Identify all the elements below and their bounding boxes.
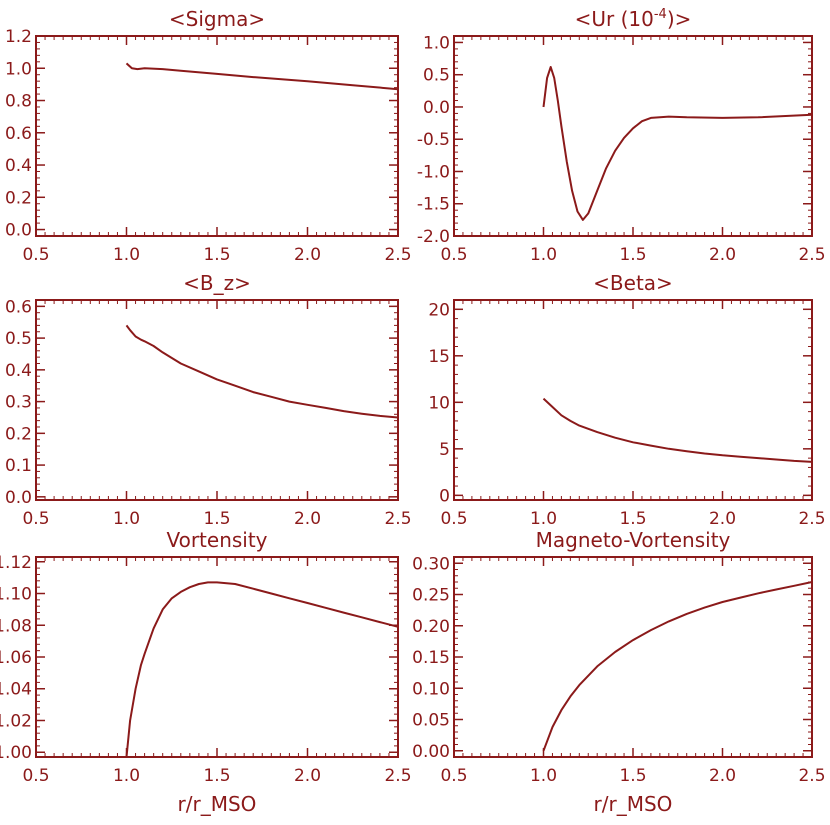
series-line xyxy=(542,397,813,463)
x-tick-label: 2.0 xyxy=(709,245,736,265)
y-tick-label: 0.1 xyxy=(5,456,32,476)
y-tick-label: 0.4 xyxy=(5,156,32,176)
panel-3: 0.5 1.0 1.5 2.0 2.5 0.0 0.1 0.2 0.3 0.4 0.5 0.6 <B_z… xyxy=(5,271,412,529)
series-line xyxy=(125,62,399,91)
y-tick-label: 0.20 xyxy=(412,617,450,637)
x-tick-label: 1.5 xyxy=(619,766,646,786)
x-tick-label: 2.5 xyxy=(798,766,825,786)
series-line xyxy=(542,66,813,221)
x-tick-label: 0.5 xyxy=(22,245,49,265)
y-tick-label: 0.5 xyxy=(423,66,450,86)
y-tick-label: 0.4 xyxy=(5,361,32,381)
x-tick-label: 1.5 xyxy=(619,245,646,265)
x-tick-label: 1.0 xyxy=(530,245,557,265)
y-tick-label: -1.0 xyxy=(417,162,450,182)
panel-6: 0.5 1.0 1.5 2.0 2.5 0.00 0.05 0.10 0.15 0.20 0.25 0… xyxy=(412,528,825,816)
x-tick-label: 1.0 xyxy=(113,766,140,786)
x-tick-label: 0.5 xyxy=(22,766,49,786)
x-axis-label: r/r_MSO xyxy=(178,792,257,816)
y-tick-label: 0.00 xyxy=(412,742,450,762)
y-tick-label: 1.08 xyxy=(0,616,32,636)
y-tick-label: 0.0 xyxy=(5,221,32,241)
x-tick-label: 2.5 xyxy=(798,509,825,529)
x-tick-label: 1.5 xyxy=(203,766,230,786)
y-tick-label: 0.2 xyxy=(5,424,32,444)
x-tick-label: 1.5 xyxy=(619,509,646,529)
x-tick-label: 2.0 xyxy=(294,766,321,786)
panel-4: 0.5 1.0 1.5 2.0 2.5 0 5 10 15 20 <Beta> xyxy=(428,271,825,529)
y-tick-label: 0.10 xyxy=(412,679,450,699)
x-tick-label: 2.0 xyxy=(709,766,736,786)
y-tick-label: 10 xyxy=(428,393,450,413)
y-tick-label: 1.06 xyxy=(0,648,32,668)
plot-frame xyxy=(453,35,813,237)
y-tick-label: -2.0 xyxy=(417,227,450,247)
y-tick-label: 15 xyxy=(428,347,450,367)
x-tick-label: 2.5 xyxy=(798,245,825,265)
y-tick-label: 0.6 xyxy=(5,297,32,317)
y-tick-label: 0.25 xyxy=(412,586,450,606)
y-tick-label: 1.12 xyxy=(0,553,32,573)
x-tick-label: 2.0 xyxy=(709,509,736,529)
x-axis-label: r/r_MSO xyxy=(594,792,673,816)
x-tick-label: 1.0 xyxy=(530,766,557,786)
y-tick-label: 0.0 xyxy=(5,488,32,508)
x-tick-label: 2.5 xyxy=(384,245,411,265)
x-tick-label: 0.5 xyxy=(440,245,467,265)
y-tick-label: 0.5 xyxy=(5,329,32,349)
plot-frame xyxy=(35,35,399,237)
y-tick-label: 0.0 xyxy=(423,98,450,118)
panel-title: Magneto-Vortensity xyxy=(536,528,731,552)
x-tick-label: 2.5 xyxy=(384,509,411,529)
panel-title: <Beta> xyxy=(593,271,673,295)
y-tick-label: 0.30 xyxy=(412,554,450,574)
y-tick-label: 0.6 xyxy=(5,124,32,144)
x-tick-label: 1.5 xyxy=(203,245,230,265)
panel-2: 0.5 1.0 1.5 2.0 2.5 -2.0 -1.5 -1.0 -0.5 0.0 0.5 1.0… xyxy=(417,7,826,265)
series-line xyxy=(125,581,399,758)
x-tick-label: 1.0 xyxy=(113,509,140,529)
y-tick-label: 0.8 xyxy=(5,92,32,112)
panel-5: 0.5 1.0 1.5 2.0 2.5 1.00 1.02 1.04 1.06 1.08 1.10 1… xyxy=(0,528,412,816)
y-tick-label: -1.5 xyxy=(417,195,450,215)
plot-frame xyxy=(453,556,813,758)
y-tick-label: 5 xyxy=(439,440,450,460)
panel-title: <B_z> xyxy=(183,271,251,295)
panel-title: <Sigma> xyxy=(169,7,265,31)
y-tick-label: 1.00 xyxy=(0,743,32,763)
y-tick-label: 1.04 xyxy=(0,680,32,700)
panel-title: Vortensity xyxy=(166,528,267,552)
y-tick-label: 0.3 xyxy=(5,393,32,413)
plot-frame xyxy=(453,299,813,501)
series-line xyxy=(542,581,813,752)
x-tick-label: 1.0 xyxy=(530,509,557,529)
plot-frame xyxy=(35,556,399,758)
y-tick-label: 1.10 xyxy=(0,585,32,605)
y-tick-label: 1.2 xyxy=(5,27,32,47)
x-tick-label: 0.5 xyxy=(22,509,49,529)
y-tick-label: 1.0 xyxy=(5,59,32,79)
x-tick-label: 1.0 xyxy=(113,245,140,265)
panel-1: 0.5 1.0 1.5 2.0 2.5 0.0 0.2 0.4 0.6 0.8 1.0 1.2 <Sig… xyxy=(5,7,412,265)
y-tick-label: 0.05 xyxy=(412,711,450,731)
y-tick-label: 0.15 xyxy=(412,648,450,668)
y-tick-label: 1.02 xyxy=(0,711,32,731)
x-tick-label: 2.5 xyxy=(384,766,411,786)
y-tick-label: -0.5 xyxy=(417,130,450,150)
y-tick-label: 0.2 xyxy=(5,188,32,208)
x-tick-label: 2.0 xyxy=(294,245,321,265)
y-tick-label: 20 xyxy=(428,300,450,320)
x-tick-label: 1.5 xyxy=(203,509,230,529)
y-tick-label: 0 xyxy=(439,486,450,506)
x-tick-label: 2.0 xyxy=(294,509,321,529)
panel-title: <Ur (10-4)> xyxy=(575,7,692,31)
x-tick-label: 0.5 xyxy=(440,766,467,786)
plot-frame xyxy=(35,299,399,501)
x-tick-label: 0.5 xyxy=(440,509,467,529)
y-tick-label: 1.0 xyxy=(423,33,450,53)
series-line xyxy=(125,324,399,419)
